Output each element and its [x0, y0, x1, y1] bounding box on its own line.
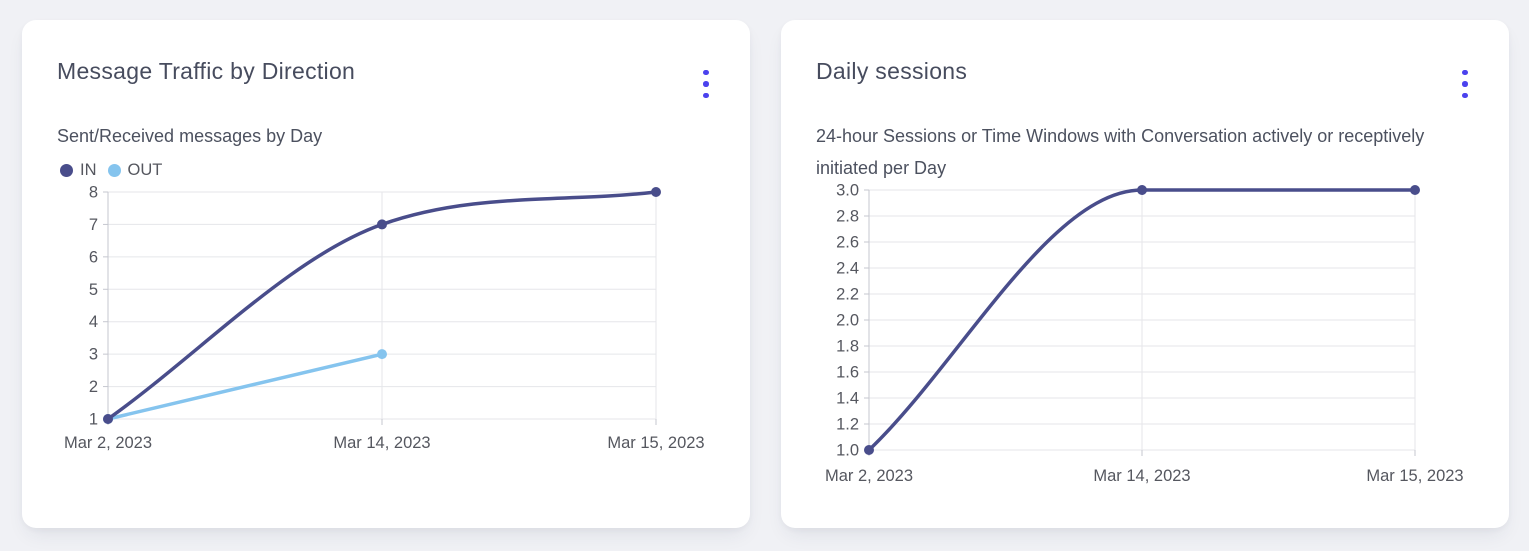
card-title: Daily sessions	[816, 58, 968, 84]
legend-dot-in	[60, 164, 73, 177]
card-menu-button[interactable]	[1445, 62, 1485, 106]
card-title: Message Traffic by Direction	[57, 58, 356, 84]
y-tick-label: 2.4	[836, 260, 859, 278]
x-tick-label: Mar 2, 2023	[825, 467, 913, 485]
card-menu-button[interactable]	[686, 62, 726, 106]
data-point[interactable]	[651, 187, 661, 197]
y-tick-label: 1.4	[836, 390, 859, 408]
y-tick-label: 4	[89, 313, 98, 331]
y-tick-label: 2.6	[836, 234, 859, 252]
x-tick-label: Mar 14, 2023	[333, 434, 430, 452]
x-tick-label: Mar 2, 2023	[64, 434, 152, 452]
data-point[interactable]	[377, 349, 387, 360]
y-tick-label: 1.8	[836, 338, 859, 356]
y-tick-label: 3	[89, 346, 98, 364]
card-subtitle: Sent/Received messages by Day	[57, 126, 323, 146]
kebab-menu-icon	[1462, 69, 1468, 99]
y-tick-label: 1.2	[836, 416, 859, 434]
legend-item-out[interactable]: OUT	[107, 161, 163, 180]
data-point[interactable]	[377, 219, 387, 230]
daily-sessions-chart: 1.0 1.2 1.4 1.6 1.8 2.0 2.2 2.4 2.6 2.8 3.0 Mar 2, …	[825, 182, 1464, 486]
data-point[interactable]	[103, 414, 113, 424]
data-point[interactable]	[1137, 185, 1147, 195]
card-subtitle: 24-hour Sessions or Time Windows with Co…	[816, 126, 1425, 178]
message-traffic-card: Message Traffic by Direction Sent/Receiv…	[22, 20, 750, 528]
series-line	[106, 190, 658, 421]
series-line	[867, 188, 1417, 452]
y-tick-label: 1.6	[836, 364, 859, 382]
legend-label-out: OUT	[127, 161, 163, 179]
y-tick-label: 1.0	[836, 442, 859, 460]
data-point[interactable]	[1410, 185, 1420, 195]
y-tick-label: 2.2	[836, 286, 859, 304]
y-tick-label: 8	[89, 184, 98, 202]
y-tick-label: 7	[89, 216, 98, 234]
x-tick-label: Mar 15, 2023	[1366, 467, 1463, 485]
y-tick-label: 3.0	[836, 182, 859, 200]
legend-dot-out	[107, 164, 121, 177]
daily-sessions-card: Daily sessions 24-hour Sessions or Time …	[781, 20, 1509, 528]
chart-legend: IN OUT	[60, 161, 162, 180]
message-traffic-chart: 1 2 3 4 5 6 7 8 Mar 2, 2023 Mar 14, 2023 Mar 15, 2…	[64, 184, 705, 453]
x-tick-label: Mar 14, 2023	[1093, 467, 1190, 485]
data-point[interactable]	[103, 414, 113, 424]
kebab-menu-icon	[703, 69, 709, 99]
y-tick-label: 5	[89, 281, 98, 299]
y-tick-label: 1	[89, 411, 98, 429]
y-tick-label: 2.0	[836, 312, 859, 330]
data-point[interactable]	[864, 445, 874, 455]
y-tick-label: 2.8	[836, 208, 859, 226]
legend-item-in[interactable]: IN	[60, 161, 97, 180]
y-tick-label: 2	[89, 378, 98, 396]
x-tick-label: Mar 15, 2023	[607, 434, 704, 452]
series-line	[106, 352, 384, 421]
legend-label-in: IN	[80, 161, 97, 179]
y-tick-label: 6	[89, 248, 98, 266]
